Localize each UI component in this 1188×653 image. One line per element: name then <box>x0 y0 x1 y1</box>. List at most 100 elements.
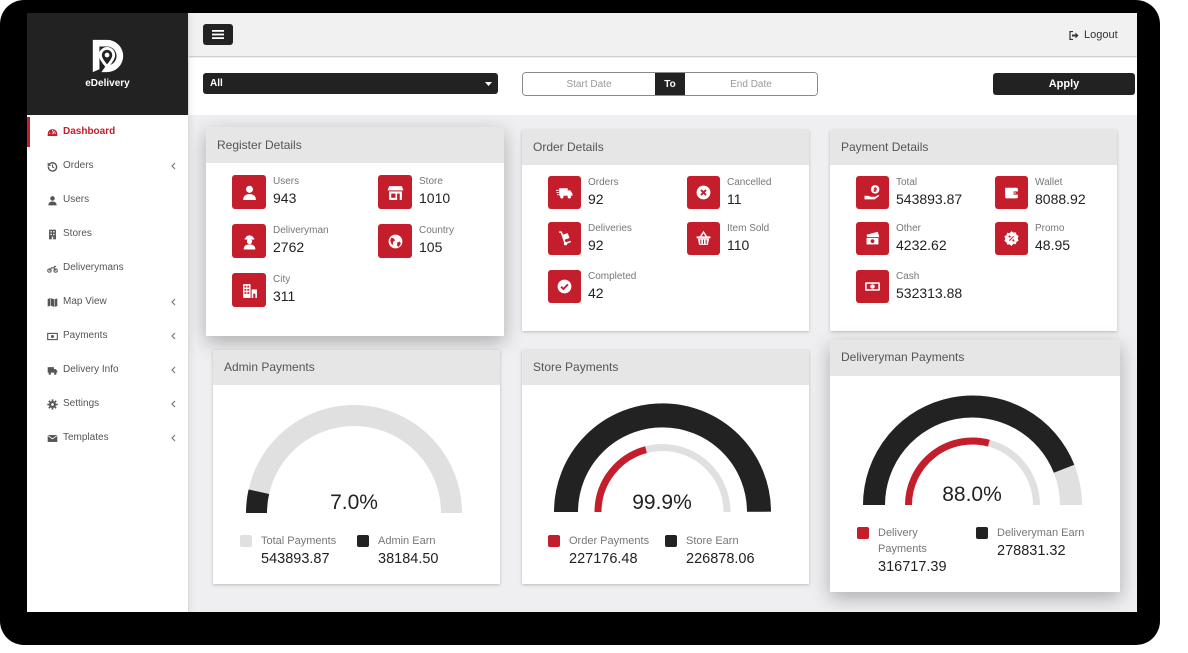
stat-value: 48.95 <box>1035 237 1071 253</box>
card-title: Admin Payments <box>224 360 315 374</box>
app-name: eDelivery <box>85 78 130 89</box>
end-date-input[interactable] <box>685 73 817 95</box>
sidebar-item-label: Map View <box>63 296 107 307</box>
legend-value: 316717.39 <box>878 559 947 575</box>
stat-label: Item Sold <box>727 223 770 234</box>
sidebar-item-users[interactable]: Users <box>27 183 188 217</box>
city-icon <box>232 273 266 307</box>
logout-link[interactable]: Logout <box>1069 28 1118 42</box>
sidebar-nav: Dashboard Orders Users Stores <box>27 115 188 455</box>
caret-down-icon <box>485 82 492 86</box>
gauge-inner-arc <box>905 437 990 506</box>
stat-wallet: Wallet 8088.92 <box>995 176 1086 209</box>
sidebar-item-deliverymans[interactable]: Deliverymans <box>27 251 188 285</box>
menu-toggle-button[interactable] <box>203 24 233 45</box>
stat-label: Wallet <box>1035 177 1063 188</box>
stat-country: Country 105 <box>378 224 454 258</box>
register-details-card: Register Details Users 943 Store 1010 Deli… <box>206 127 504 336</box>
wallet-icon <box>995 176 1028 209</box>
sidebar-item-delivery-info[interactable]: Delivery Info <box>27 353 188 387</box>
stat-label: Completed <box>588 271 637 282</box>
sidebar-item-payments[interactable]: Payments <box>27 319 188 353</box>
card-title: Order Details <box>533 140 604 154</box>
legend-value: 227176.48 <box>569 551 638 567</box>
card-header: Order Details <box>522 130 809 165</box>
stat-orders: Orders 92 <box>548 176 619 209</box>
chevron-left-icon <box>170 434 176 442</box>
stat-label: Country <box>419 225 455 236</box>
legend-label: Admin Earn <box>378 535 436 547</box>
stat-label: Store <box>419 176 443 187</box>
envelope-icon <box>47 433 58 444</box>
stat-value: 105 <box>419 239 443 255</box>
date-range-separator: To <box>655 73 685 95</box>
basket-icon <box>687 222 720 255</box>
gauge-value-arc <box>246 489 270 514</box>
legend-label: Deliveryman Earn <box>997 527 1085 539</box>
legend-label: Total Payments <box>261 535 337 547</box>
map-icon <box>47 297 58 308</box>
sidebar-item-templates[interactable]: Templates <box>27 421 188 455</box>
sidebar-item-dashboard[interactable]: Dashboard <box>27 115 188 149</box>
legend-swatch <box>665 535 677 547</box>
legend-swatch <box>357 535 369 547</box>
stat-label: Promo <box>1035 223 1065 234</box>
dolly-icon <box>548 222 581 255</box>
stat-value: 311 <box>273 288 296 304</box>
stat-other: Other 4232.62 <box>856 222 947 255</box>
truck-icon <box>47 365 58 376</box>
legend-swatch <box>240 535 252 547</box>
sidebar-item-label: Stores <box>63 228 92 239</box>
stat-cancelled: Cancelled 11 <box>687 176 771 209</box>
stat-label: Other <box>896 223 922 234</box>
legend-label: Store Earn <box>686 535 739 547</box>
stat-value: 110 <box>727 237 750 253</box>
gauge-percent: 99.9% <box>632 491 692 514</box>
legend-label: Order Payments <box>569 535 650 547</box>
truck-icon <box>548 176 581 209</box>
money-icon <box>47 331 58 342</box>
app-window: eDelivery Dashboard Orders Users <box>27 13 1137 612</box>
edelivery-logo-icon <box>92 39 124 73</box>
sidebar-item-label: Templates <box>63 432 109 443</box>
filter-bar: All To Apply <box>189 58 1137 115</box>
stat-value: 543893.87 <box>896 191 963 207</box>
gear-icon <box>47 399 58 410</box>
legend-swatch <box>976 527 988 539</box>
stat-label: Deliveryman <box>273 225 329 236</box>
sidebar-item-stores[interactable]: Stores <box>27 217 188 251</box>
stat-label: Cancelled <box>727 177 772 188</box>
stat-deliveries: Deliveries 92 <box>548 222 632 255</box>
filter-select[interactable]: All <box>203 73 498 94</box>
sidebar-item-label: Payments <box>63 330 108 341</box>
sidebar-item-label: Users <box>63 194 90 205</box>
stat-label: Orders <box>588 177 619 188</box>
deliveryman-payments-gauge <box>863 395 1082 506</box>
stat-value: 92 <box>588 191 604 207</box>
promo-badge-icon <box>995 222 1028 255</box>
sidebar-item-settings[interactable]: Settings <box>27 387 188 421</box>
stat-label: Deliveries <box>588 223 632 234</box>
card-header: Store Payments <box>522 350 809 385</box>
sidebar: eDelivery Dashboard Orders Users <box>27 13 189 612</box>
sidebar-item-orders[interactable]: Orders <box>27 149 188 183</box>
user-icon <box>47 195 58 206</box>
stat-value: 532313.88 <box>896 285 963 301</box>
stat-value: 8088.92 <box>1035 191 1086 207</box>
start-date-input[interactable] <box>523 73 655 95</box>
apply-button[interactable]: Apply <box>993 73 1135 95</box>
stat-value: 42 <box>588 285 604 301</box>
history-icon <box>47 161 58 172</box>
sidebar-item-map-view[interactable]: Map View <box>27 285 188 319</box>
legend-swatch <box>548 535 560 547</box>
admin-payments-gauge <box>246 405 462 514</box>
card-title: Register Details <box>217 138 302 152</box>
gauge-inner-arc <box>594 446 647 513</box>
card-title: Store Payments <box>533 360 619 374</box>
times-circle-icon <box>687 176 720 209</box>
sidebar-item-label: Dashboard <box>63 126 116 137</box>
card-title: Payment Details <box>841 140 929 154</box>
gauge-percent: 7.0% <box>330 491 378 514</box>
stat-label: Users <box>273 176 300 187</box>
sign-out-icon <box>1069 30 1079 40</box>
